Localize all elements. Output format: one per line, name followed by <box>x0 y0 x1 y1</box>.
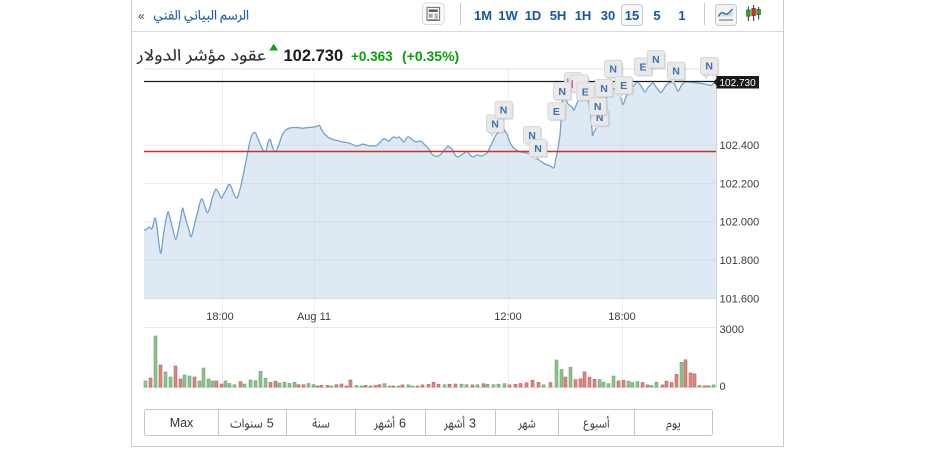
svg-text:N: N <box>558 86 566 98</box>
svg-text:102.000: 102.000 <box>720 217 760 229</box>
svg-text:N: N <box>672 66 680 78</box>
svg-text:0: 0 <box>720 381 726 393</box>
svg-text:12:00: 12:00 <box>494 311 522 323</box>
svg-text:1: 1 <box>678 8 685 23</box>
svg-text:E: E <box>620 80 627 92</box>
svg-text:5: 5 <box>267 417 274 431</box>
svg-text:3000: 3000 <box>720 324 744 336</box>
svg-text:102.730: 102.730 <box>720 78 757 89</box>
svg-text:102.200: 102.200 <box>720 178 760 190</box>
svg-text:101.800: 101.800 <box>720 255 760 267</box>
svg-text:5H: 5H <box>550 8 567 23</box>
svg-text:N: N <box>652 54 660 66</box>
svg-text:N: N <box>596 112 604 124</box>
svg-text:N: N <box>500 105 508 117</box>
svg-text:5: 5 <box>653 8 660 23</box>
svg-text:1H: 1H <box>575 8 592 23</box>
svg-text:N: N <box>705 61 713 73</box>
svg-text:1D: 1D <box>525 8 542 23</box>
svg-text:18:00: 18:00 <box>206 311 234 323</box>
svg-text:30: 30 <box>601 8 615 23</box>
svg-text:3: 3 <box>469 417 476 431</box>
svg-text:N: N <box>600 83 608 95</box>
svg-text:«: « <box>138 9 145 23</box>
svg-text:18:00: 18:00 <box>608 311 636 323</box>
svg-text:N: N <box>609 64 617 76</box>
svg-text:+0.363: +0.363 <box>351 49 393 64</box>
svg-text:N: N <box>534 143 542 155</box>
svg-text:Aug 11: Aug 11 <box>297 311 331 323</box>
svg-text:101.600: 101.600 <box>720 293 760 305</box>
svg-text:N: N <box>594 101 602 113</box>
svg-text:E: E <box>639 61 646 73</box>
svg-text:1W: 1W <box>498 8 518 23</box>
svg-text:Max: Max <box>170 416 194 430</box>
svg-text:102.400: 102.400 <box>720 140 760 152</box>
svg-text:6: 6 <box>399 417 406 431</box>
svg-text:1M: 1M <box>474 8 492 23</box>
svg-text:E: E <box>553 106 560 118</box>
svg-text:N: N <box>491 118 499 130</box>
svg-text:15: 15 <box>625 8 639 23</box>
svg-text:E: E <box>582 86 589 98</box>
svg-text:102.730: 102.730 <box>284 47 344 65</box>
svg-text:N: N <box>528 130 536 142</box>
svg-text:(+0.35%): (+0.35%) <box>402 48 459 64</box>
